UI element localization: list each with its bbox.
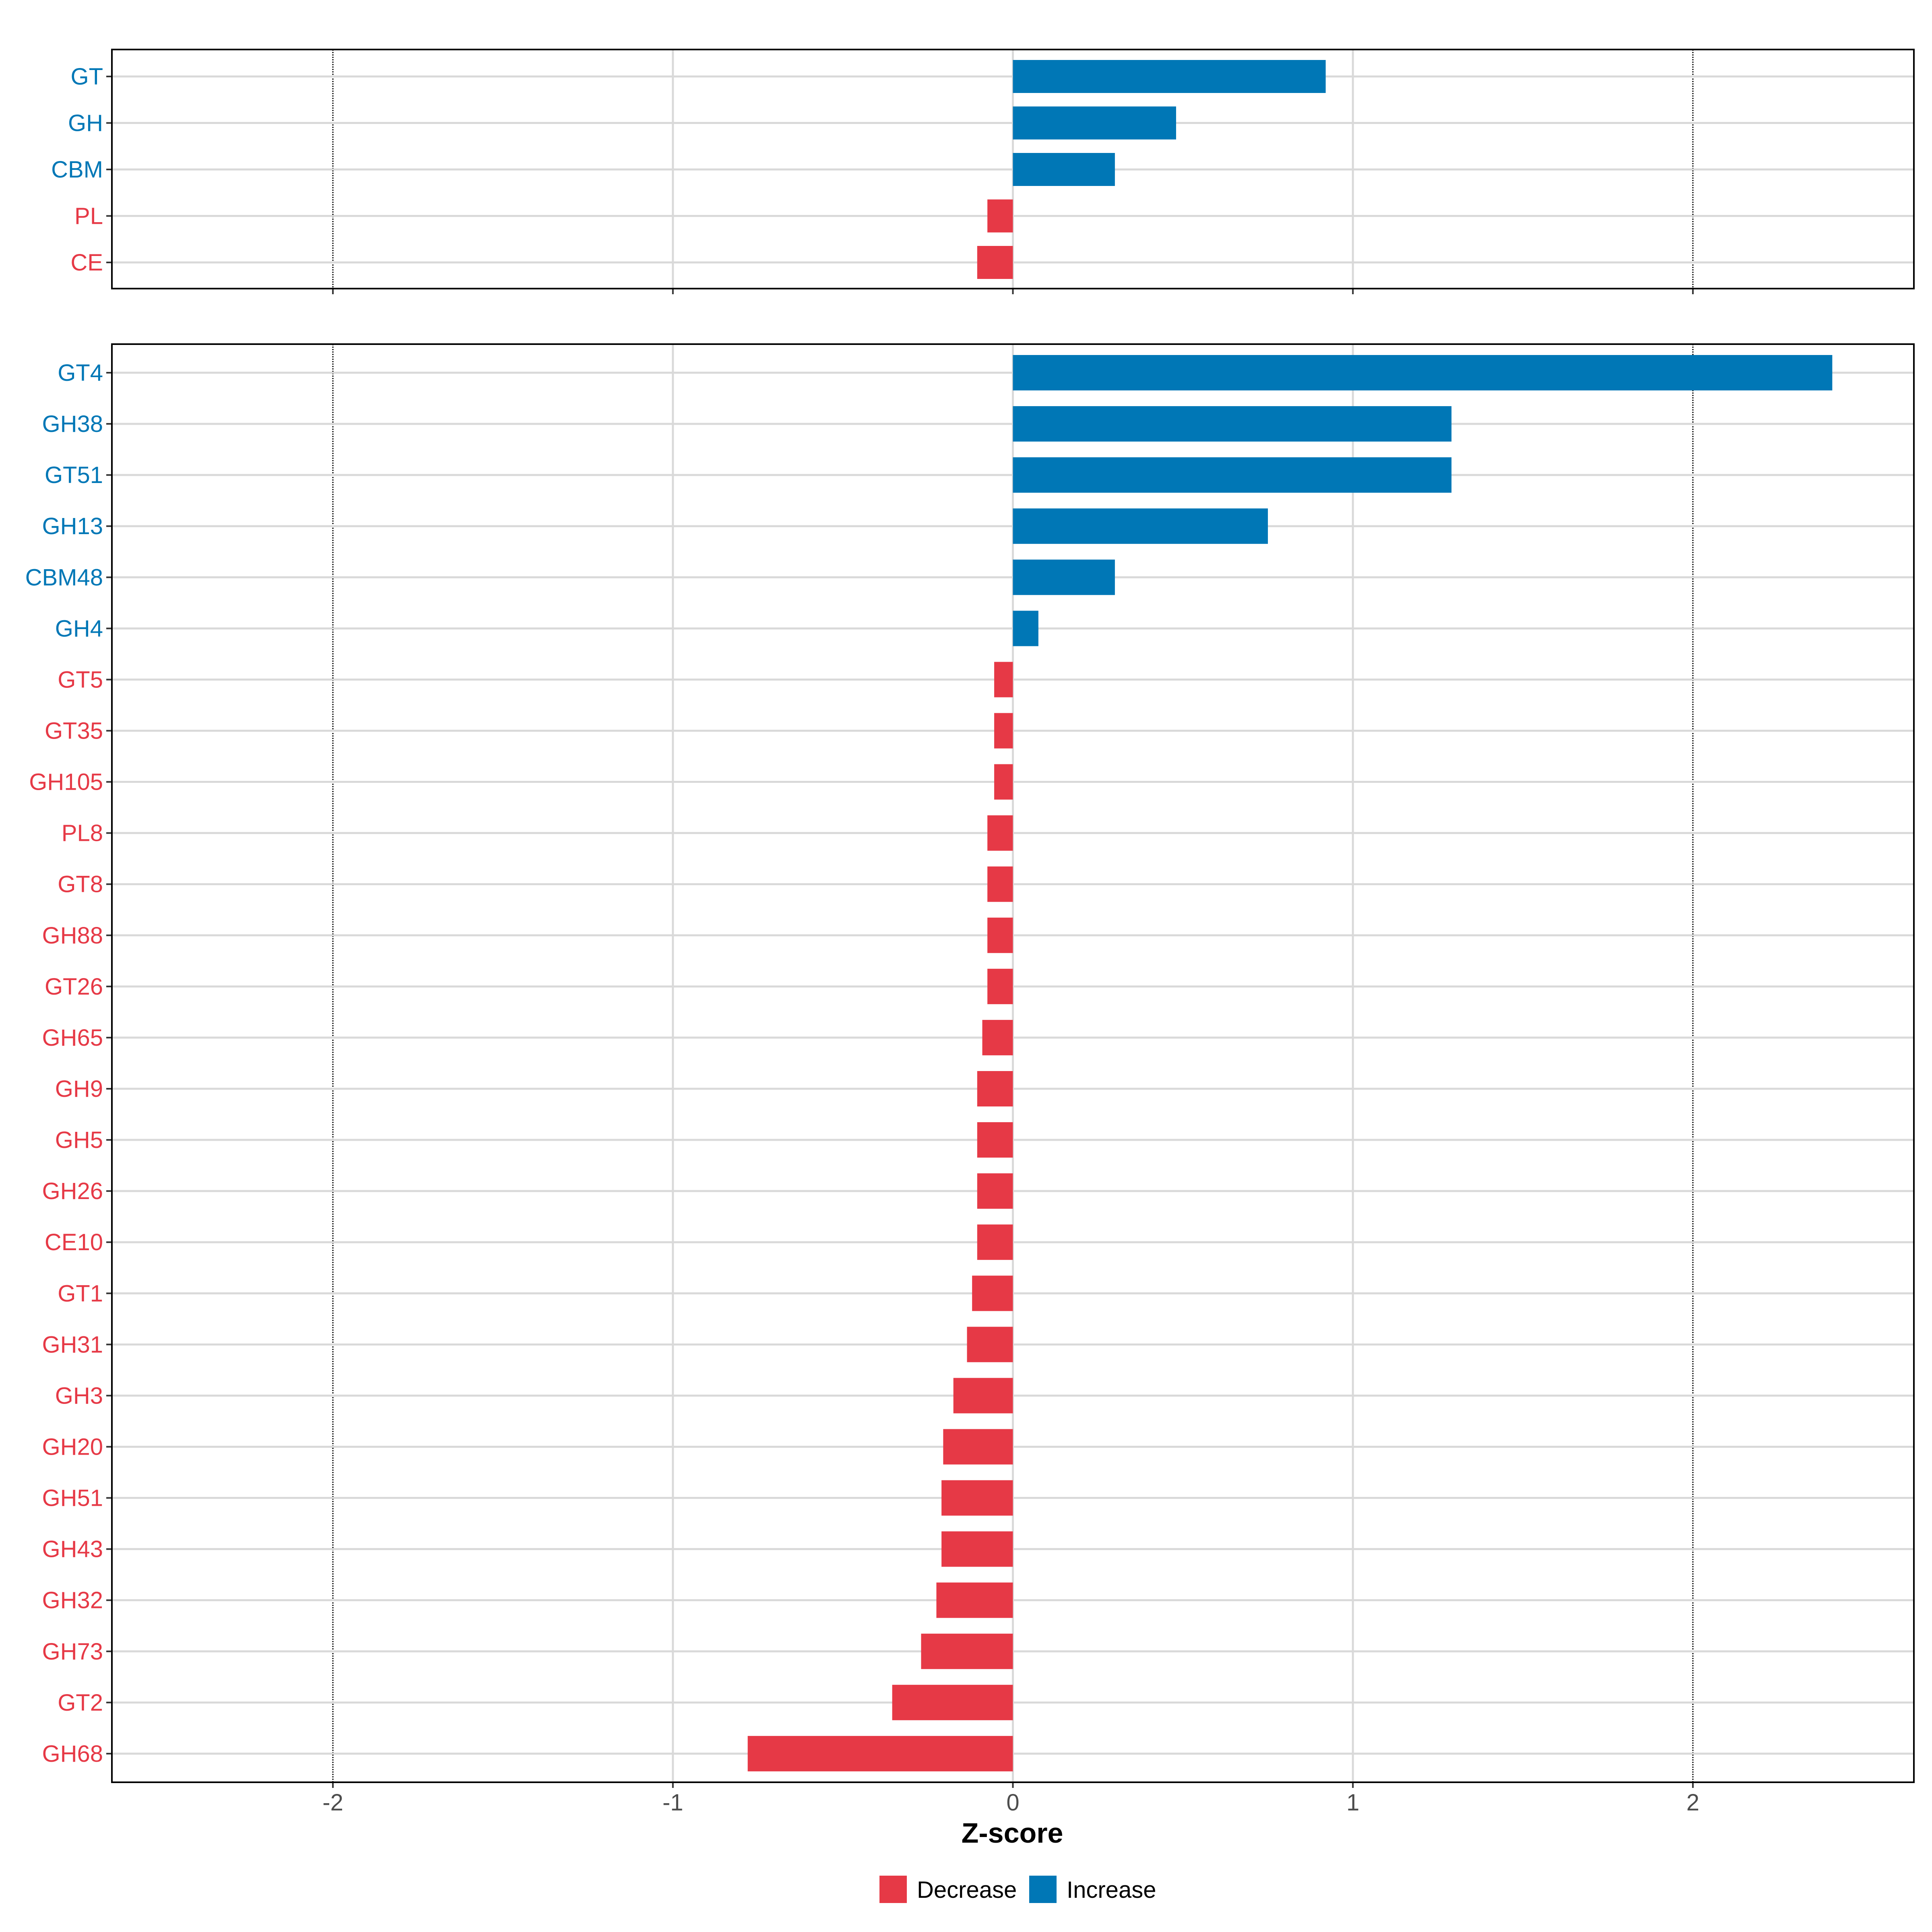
category-label-gt: GT [70,64,103,90]
bar-gh9 [977,1071,1013,1106]
category-label-gt8: GT8 [58,871,103,898]
bar-gh65 [982,1020,1013,1055]
bar-gh [1013,106,1176,140]
top-panel-border [111,49,1915,289]
bottom-panel-category-labels: GT4 GH38 GT51 GH13 CBM48 GH4 GT5 GT35 GH105 PL8 GT… [25,360,1694,1788]
bottom-panel-border [111,343,1915,1783]
top-panel-category-labels: GT GH CBM PL CE [51,64,1694,294]
category-label-gh73: GH73 [42,1639,103,1665]
category-label-gh105: GH105 [29,769,103,795]
category-label-gt26: GT26 [45,974,103,1000]
x-axis-title: Z-score [962,1817,1063,1849]
bar-gt4 [1013,355,1833,390]
category-label-gt51: GT51 [45,462,103,488]
category-label-gt2: GT2 [58,1690,103,1716]
bar-ce10 [977,1224,1013,1260]
x-tick-label-2: 2 [1686,1790,1699,1816]
legend-swatch-decrease [879,1876,907,1903]
category-label-gh: GH [68,110,103,136]
x-tick-label-1: 1 [1346,1790,1359,1816]
bar-gh4 [1013,611,1038,646]
bar-gh26 [977,1173,1013,1209]
bottom-panel-bars [747,355,1833,1771]
top-panel-bars [977,60,1326,279]
bar-gt5 [994,662,1013,698]
bar-gt1 [972,1276,1013,1311]
category-label-gh43: GH43 [42,1536,103,1563]
bar-gh43 [941,1531,1013,1567]
bar-gh20 [943,1429,1013,1465]
bar-cbm48 [1013,559,1115,595]
bar-gh88 [987,917,1013,953]
category-label-gh38: GH38 [42,411,103,437]
category-label-gh3: GH3 [55,1383,103,1409]
bar-gt2 [892,1684,1013,1720]
bar-gh105 [994,764,1013,800]
category-label-pl8: PL8 [62,820,103,846]
category-label-gh5: GH5 [55,1127,103,1153]
bar-gh32 [936,1582,1013,1618]
bar-cbm [1013,153,1115,186]
bar-gh3 [953,1378,1013,1414]
bottom-panel: GT4 GH38 GT51 GH13 CBM48 GH4 GT5 GT35 GH105 PL8 GT… [25,343,1915,1788]
category-label-gh13: GH13 [42,513,103,539]
bar-gh51 [941,1480,1013,1516]
bar-gh5 [977,1122,1013,1158]
category-label-gh88: GH88 [42,923,103,949]
bar-gh73 [921,1633,1013,1669]
category-label-gt4: GT4 [58,360,103,386]
bar-ce [977,246,1013,279]
category-label-gh32: GH32 [42,1587,103,1614]
bar-gt26 [987,968,1013,1004]
category-label-pl: PL [74,203,103,229]
bar-gt35 [994,713,1013,749]
category-label-gt35: GT35 [45,718,103,744]
x-axis: -2 -1 0 1 2 [322,1790,1699,1816]
category-label-ce10: CE10 [45,1229,103,1255]
bar-gt8 [987,866,1013,902]
bar-gh13 [1013,508,1268,544]
bar-gt51 [1013,457,1452,493]
bar-gt [1013,60,1326,93]
x-tick-label--1: -1 [663,1790,683,1816]
legend-label-increase: Increase [1067,1877,1156,1903]
top-panel: GT GH CBM PL CE [51,49,1915,294]
category-label-cbm48: CBM48 [25,564,103,590]
bar-pl8 [987,815,1013,851]
category-label-gh51: GH51 [42,1485,103,1511]
category-label-gh26: GH26 [42,1178,103,1204]
x-tick-label-0: 0 [1006,1790,1019,1816]
category-label-gt5: GT5 [58,667,103,693]
category-label-gh68: GH68 [42,1741,103,1767]
category-label-gt1: GT1 [58,1280,103,1307]
category-label-gh9: GH9 [55,1076,103,1102]
legend: Decrease Increase [879,1876,1156,1903]
category-label-gh4: GH4 [55,615,103,642]
bar-pl [987,199,1013,233]
legend-label-decrease: Decrease [917,1877,1017,1903]
bar-gh31 [967,1327,1013,1362]
x-tick-label--2: -2 [322,1790,343,1816]
category-label-ce: CE [70,250,103,276]
category-label-gh65: GH65 [42,1025,103,1051]
bar-gh68 [747,1736,1013,1771]
category-label-cbm: CBM [51,157,103,183]
category-label-gh20: GH20 [42,1434,103,1460]
legend-swatch-increase [1029,1876,1057,1903]
category-label-gh31: GH31 [42,1331,103,1358]
bar-gh38 [1013,406,1452,442]
